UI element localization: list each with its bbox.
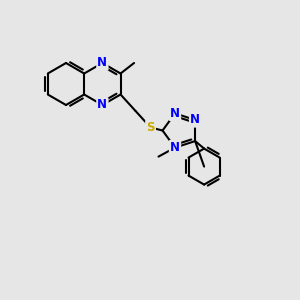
Text: N: N (98, 56, 107, 70)
Text: S: S (146, 121, 155, 134)
Text: N: N (98, 98, 107, 112)
Text: N: N (170, 107, 180, 120)
Text: N: N (170, 141, 180, 154)
Text: N: N (190, 113, 200, 126)
